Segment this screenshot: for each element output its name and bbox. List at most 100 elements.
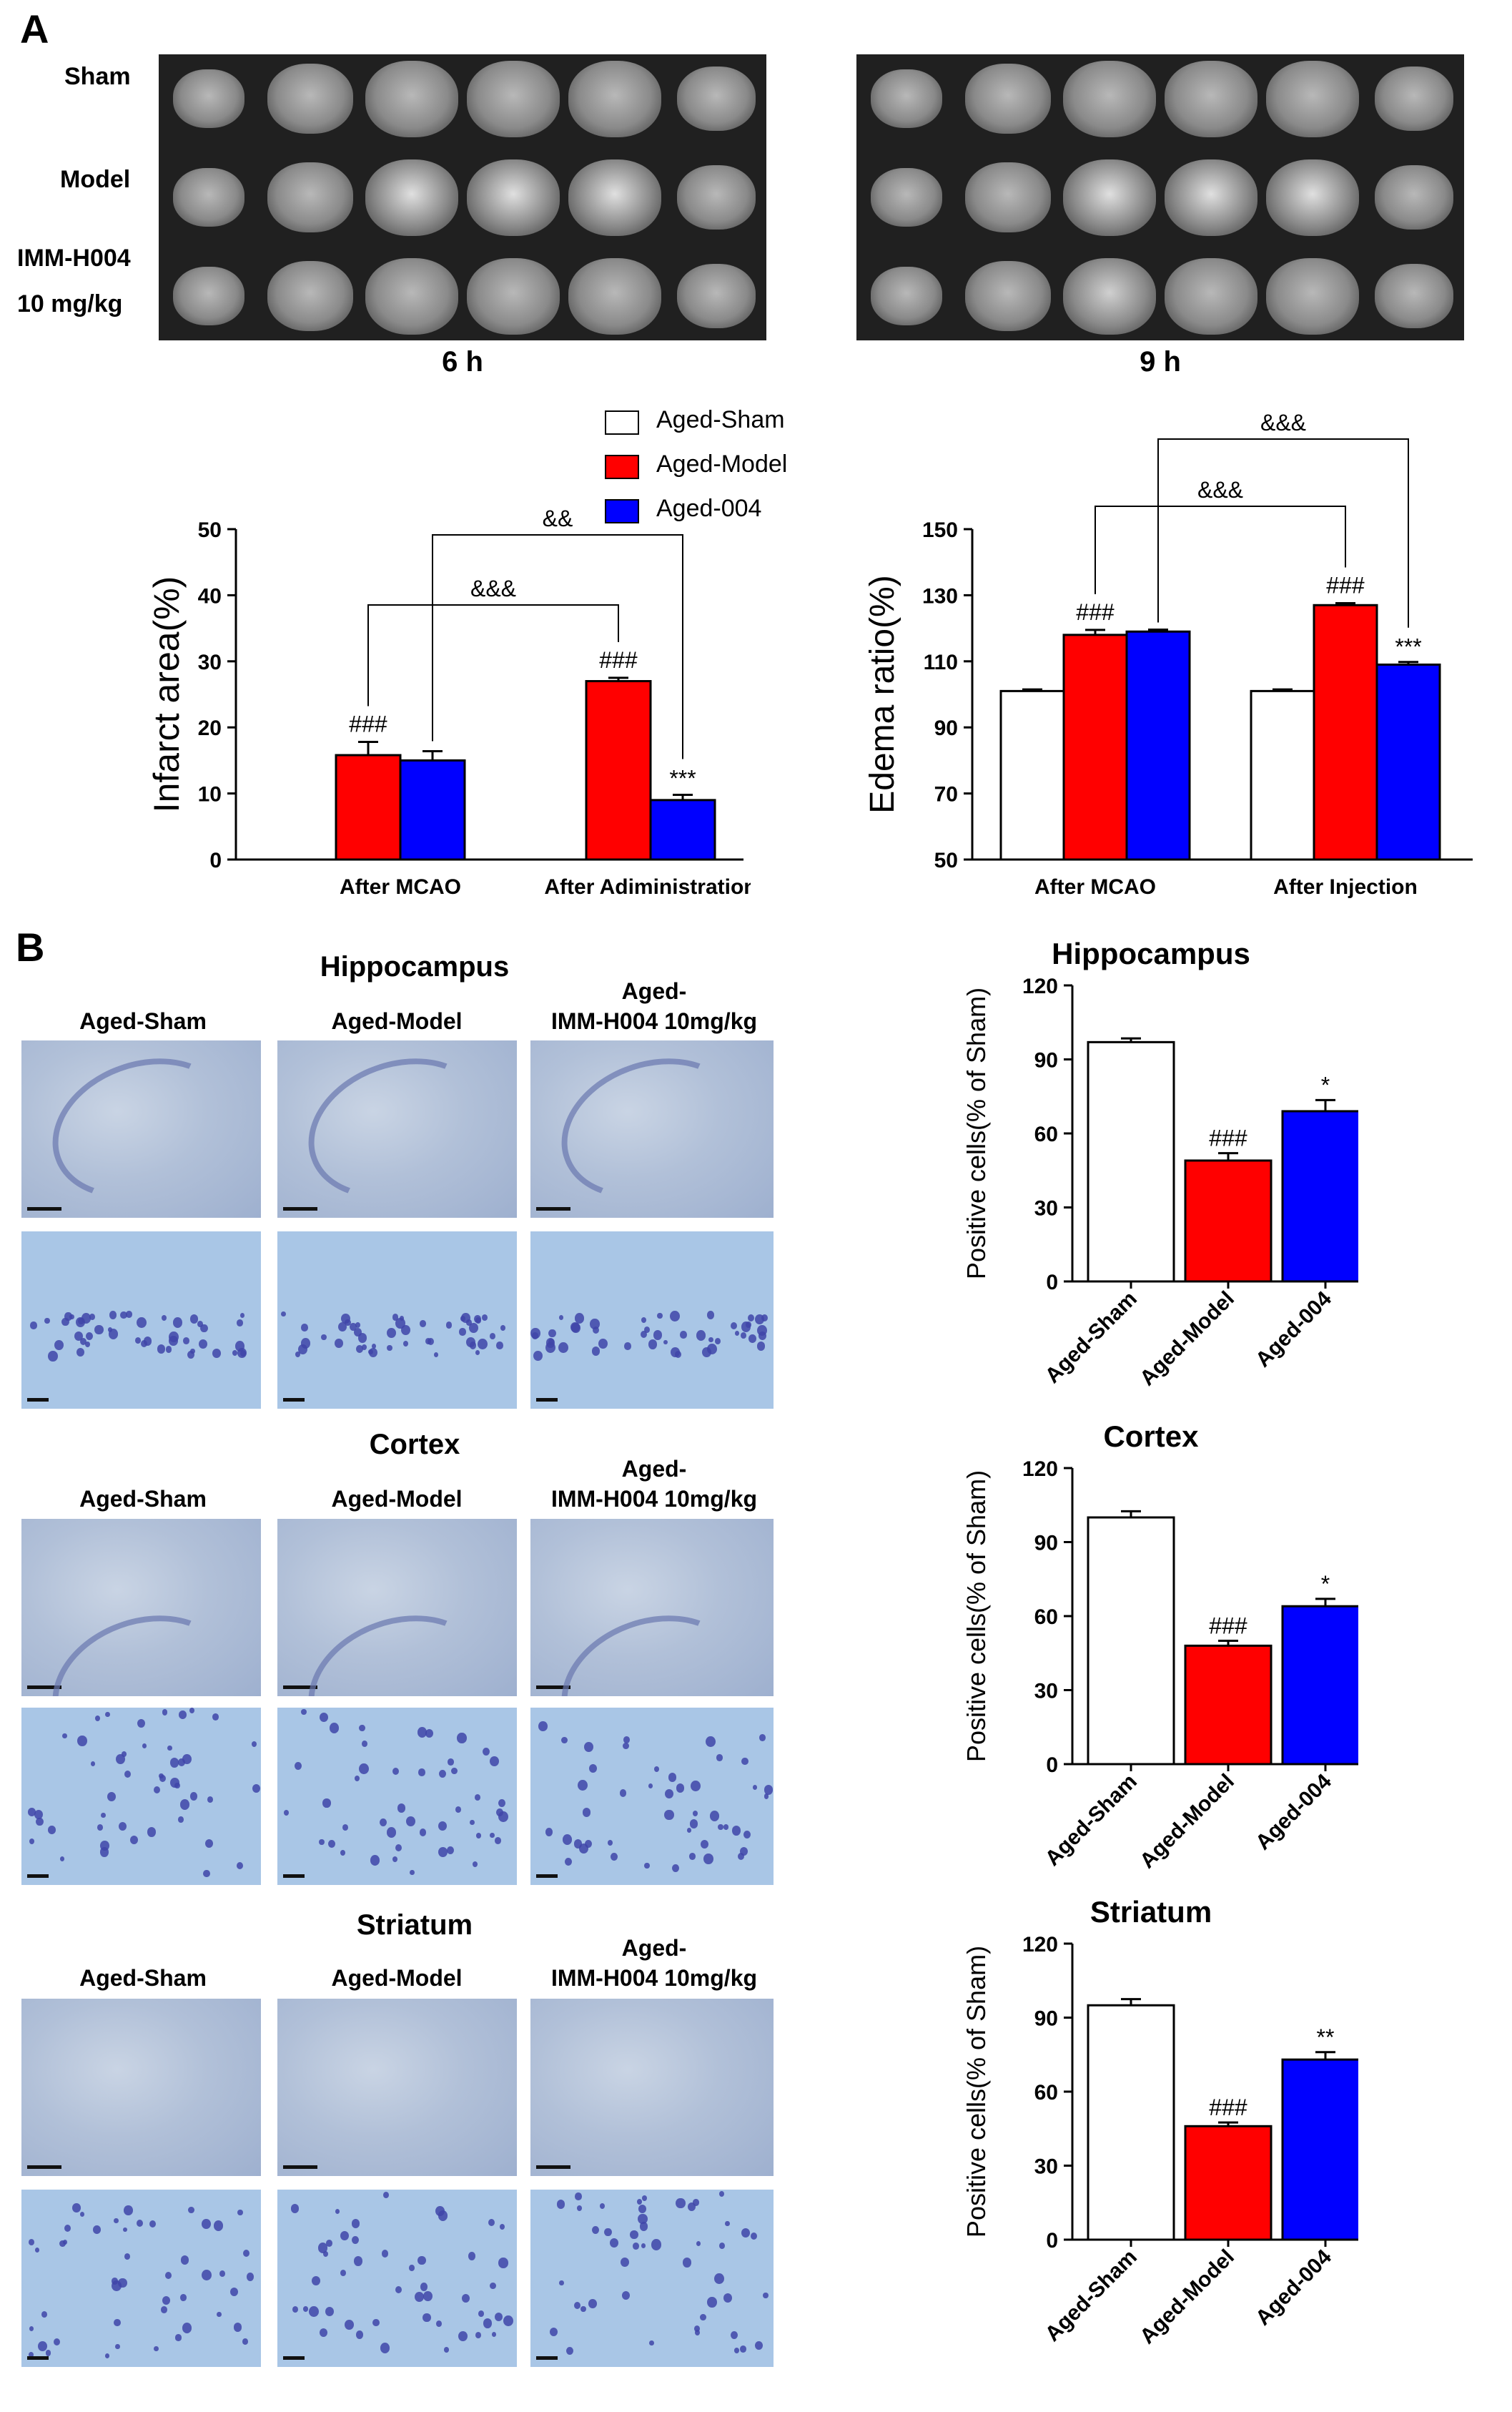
x-category-label: Aged-004 bbox=[1251, 1769, 1336, 1854]
stained-cell bbox=[707, 2297, 717, 2308]
stained-cell bbox=[326, 2239, 333, 2247]
x-category-label: After Adiministration bbox=[544, 875, 751, 899]
histology-column-label: Aged-Sham bbox=[79, 1965, 207, 1991]
stained-cell bbox=[217, 2311, 222, 2318]
stained-cell bbox=[357, 1333, 367, 1344]
stained-cell bbox=[124, 2253, 131, 2260]
stained-cell bbox=[107, 1791, 117, 1802]
stained-cell bbox=[641, 2195, 647, 2201]
stained-cell bbox=[561, 1737, 568, 1744]
y-tick-label: 40 bbox=[198, 584, 222, 608]
stained-cell bbox=[182, 1337, 189, 1344]
stained-cell bbox=[387, 1328, 396, 1339]
stained-cell bbox=[668, 1772, 677, 1782]
stained-cell bbox=[558, 1315, 563, 1321]
stained-cell bbox=[498, 1811, 509, 1823]
stained-cell bbox=[482, 1747, 490, 1756]
stained-cell bbox=[160, 2306, 167, 2313]
histology-high-mag-image bbox=[21, 1231, 261, 1409]
stained-cell bbox=[84, 1341, 91, 1348]
stained-cell bbox=[475, 1793, 481, 1801]
mri-brain-slice bbox=[1375, 264, 1453, 328]
stained-cell bbox=[179, 2294, 187, 2301]
mri-brain-slice bbox=[871, 267, 942, 325]
stained-cell bbox=[577, 1779, 588, 1791]
stained-cell bbox=[371, 1343, 377, 1349]
stained-cell bbox=[242, 2338, 248, 2345]
stained-cell bbox=[355, 1775, 360, 1781]
histology-high-mag-image bbox=[277, 2190, 517, 2367]
mri-brain-slice bbox=[568, 60, 661, 137]
stained-cell bbox=[158, 1773, 164, 1779]
significance-mark: * bbox=[1321, 1571, 1330, 1597]
mri-brain-slice bbox=[365, 159, 458, 236]
stained-cell bbox=[116, 1753, 126, 1764]
histology-region-title: Striatum bbox=[356, 1909, 473, 1941]
stained-cell bbox=[445, 1321, 453, 1329]
stained-cell bbox=[335, 1338, 343, 1348]
x-category-label: Aged-Sham bbox=[1041, 2245, 1142, 2346]
stained-cell bbox=[344, 2320, 354, 2330]
histology-high-mag-image bbox=[277, 1708, 517, 1885]
stained-cell bbox=[162, 1709, 168, 1716]
stained-cell bbox=[90, 1761, 95, 1766]
panel-letter-b: B bbox=[16, 925, 45, 970]
stained-cell bbox=[688, 2202, 696, 2211]
histology-high-mag-image bbox=[530, 1231, 774, 1409]
mri-brain-slice bbox=[173, 267, 244, 325]
stained-cell bbox=[490, 1756, 500, 1767]
stained-cell bbox=[119, 1821, 127, 1831]
mri-brain-slice bbox=[467, 159, 560, 236]
stained-cell bbox=[101, 1813, 106, 1818]
stained-cell bbox=[582, 1808, 591, 1817]
stained-cell bbox=[643, 1862, 650, 1869]
stained-cell bbox=[435, 2205, 445, 2217]
stained-cell bbox=[499, 2223, 505, 2230]
scale-bar bbox=[283, 2165, 317, 2169]
histology-high-mag-image bbox=[21, 2190, 261, 2367]
histology-low-mag-image bbox=[277, 1040, 517, 1218]
y-tick-label: 110 bbox=[924, 651, 958, 674]
stained-cell bbox=[340, 1849, 346, 1856]
stained-cell bbox=[670, 1347, 680, 1358]
y-tick-label: 0 bbox=[1046, 1271, 1058, 1294]
y-tick-label: 0 bbox=[1046, 2229, 1058, 2253]
stained-cell bbox=[693, 1811, 698, 1816]
stained-cell bbox=[358, 1763, 369, 1774]
y-axis-title: Positive cells(% of Sham) bbox=[962, 1946, 991, 2238]
y-tick-label: 70 bbox=[934, 783, 958, 807]
mri-brain-slice bbox=[467, 257, 560, 335]
stained-cell bbox=[688, 1853, 696, 1860]
bar bbox=[1125, 630, 1191, 861]
stained-cell bbox=[459, 1328, 466, 1336]
chart-title: Striatum bbox=[1090, 1895, 1212, 1929]
stained-cell bbox=[402, 1341, 408, 1347]
stained-cell bbox=[580, 2305, 586, 2313]
stained-cell bbox=[447, 1846, 455, 1855]
y-tick-label: 0 bbox=[209, 849, 222, 872]
stained-cell bbox=[708, 1337, 714, 1343]
stained-cell bbox=[237, 1319, 244, 1326]
stained-cell bbox=[705, 1736, 716, 1748]
stained-cell bbox=[472, 1861, 478, 1867]
stained-cell bbox=[237, 2209, 244, 2216]
hippocampus-positive-cells-chart: Hippocampus 0 30 60 90 120 Positive cells(% of… bbox=[962, 937, 1358, 1390]
y-tick-label: 30 bbox=[1034, 2155, 1058, 2179]
stained-cell bbox=[355, 2330, 364, 2339]
stained-cell bbox=[558, 1342, 569, 1354]
stained-cell bbox=[281, 1311, 286, 1317]
stained-cell bbox=[764, 1793, 769, 1799]
stained-cell bbox=[425, 1337, 431, 1344]
comparison-bracket bbox=[432, 534, 683, 759]
bar bbox=[649, 799, 716, 861]
histology-column-label: IMM-H004 10mg/kg bbox=[550, 1008, 758, 1034]
scale-bar bbox=[27, 2356, 49, 2360]
stained-cell bbox=[64, 1312, 72, 1321]
stained-cell bbox=[89, 1313, 96, 1321]
mri-brain-slice bbox=[677, 67, 756, 131]
stained-cell bbox=[604, 2228, 612, 2237]
stained-cell bbox=[302, 2306, 308, 2312]
bar bbox=[1281, 1605, 1358, 1766]
stained-cell bbox=[491, 2332, 496, 2337]
stained-cell bbox=[353, 1327, 362, 1337]
